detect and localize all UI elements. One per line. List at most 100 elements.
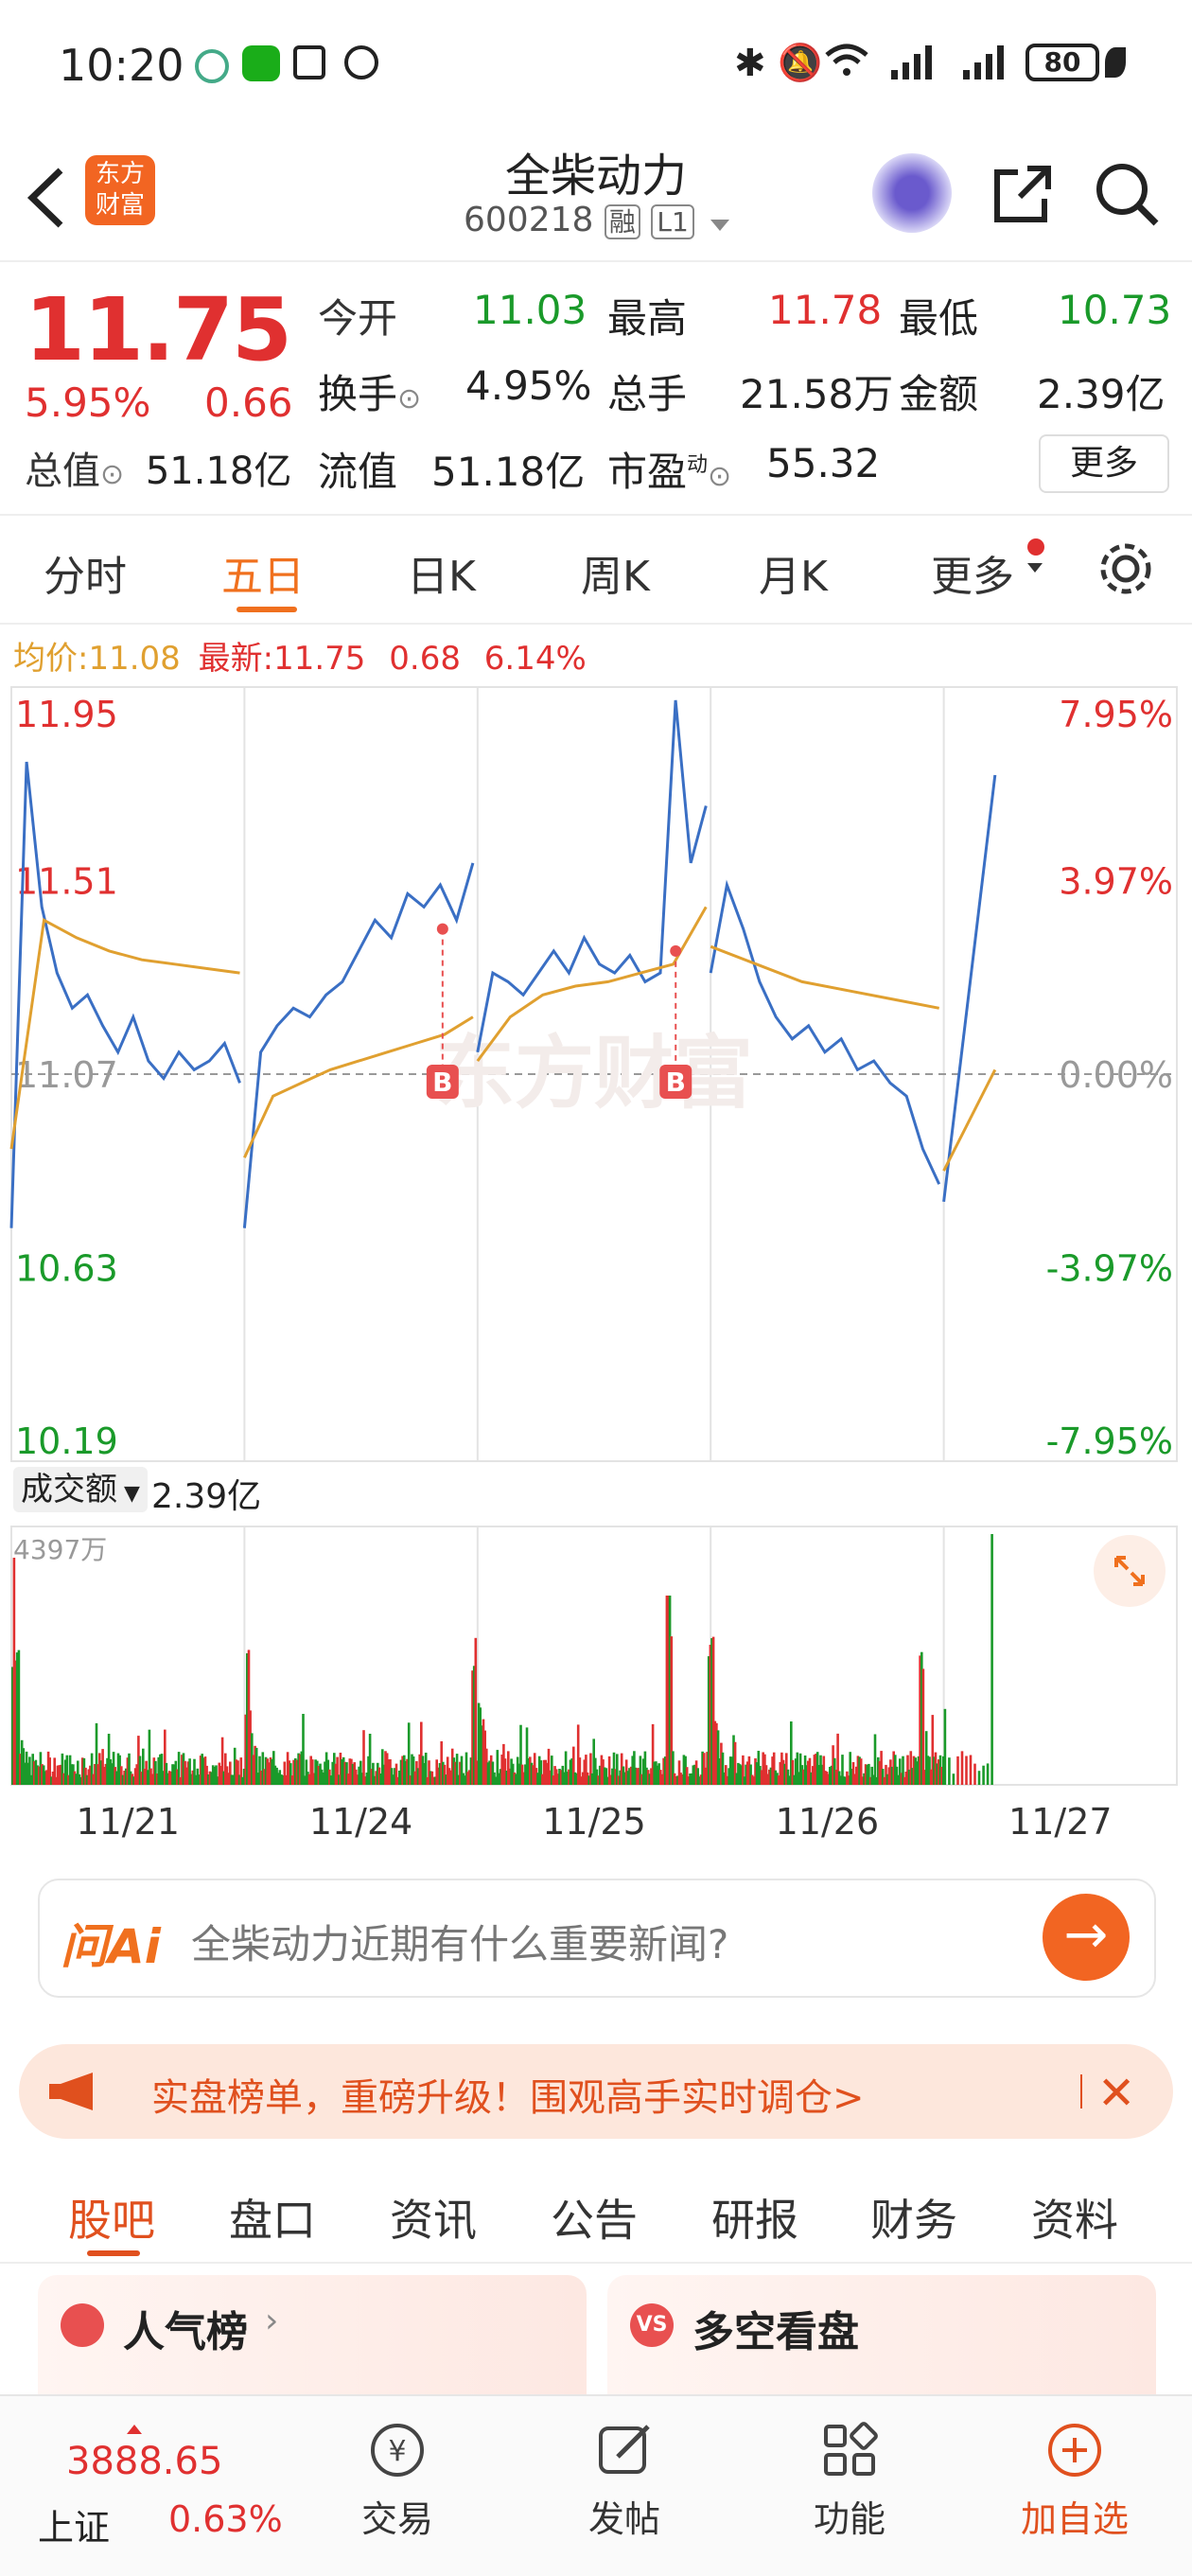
volume-bar [446, 1756, 449, 1785]
add-watchlist-button[interactable]: 加自选 [1008, 2419, 1141, 2542]
volume-bar [116, 1753, 120, 1785]
volume-bar [237, 1774, 241, 1785]
volume-bar [389, 1759, 392, 1785]
tab-monthly-k[interactable]: 月K [759, 553, 828, 601]
status-time: 10:20 [59, 40, 184, 91]
volume-bar [96, 1764, 99, 1785]
banner-text[interactable]: 实盘榜单，重磅升级！围观高手实时调仓> [151, 2076, 865, 2120]
ask-ai-logo: 问Ai [61, 1919, 161, 1974]
margin-tag: 融 [604, 204, 640, 239]
volume-bar [934, 1752, 938, 1785]
volume-bar [232, 1774, 235, 1785]
volume-bar [247, 1650, 251, 1785]
tab-guba[interactable]: 股吧 [68, 2195, 155, 2246]
volume-bar [965, 1756, 968, 1785]
tab-intraday[interactable]: 分时 [44, 553, 127, 601]
tab-order-book[interactable]: 盘口 [229, 2195, 316, 2246]
more-button[interactable]: 更多 [1039, 434, 1169, 493]
tab-more-arrow-icon [1027, 563, 1043, 573]
volume-bar [783, 1763, 786, 1785]
volume-bar [568, 1769, 570, 1785]
volume-bar [873, 1734, 877, 1785]
tab-research[interactable]: 研报 [711, 2195, 798, 2246]
search-icon[interactable] [1092, 159, 1162, 233]
share-icon[interactable] [990, 161, 1056, 231]
promo-banner[interactable]: 实盘榜单，重磅升级！围观高手实时调仓> ✕ [19, 2044, 1173, 2139]
volume-bar [159, 1754, 162, 1785]
volume-bar [798, 1753, 802, 1785]
volume-bar [633, 1751, 636, 1785]
info-dots-icon[interactable]: ⊙ [708, 460, 732, 493]
info-dots-icon[interactable]: ⊙ [100, 458, 125, 491]
volume-bar [489, 1755, 493, 1785]
tab-more[interactable]: 更多 [931, 553, 1014, 601]
volume-bar [26, 1762, 29, 1785]
ask-ai-input[interactable]: 全柴动力近期有什么重要新闻? [191, 1921, 729, 1967]
ask-ai-bar[interactable]: 问Ai 全柴动力近期有什么重要新闻? → [38, 1879, 1156, 1998]
volume-indicator-select[interactable]: 成交额 ▼ [13, 1467, 148, 1512]
volume-bar [917, 1756, 920, 1785]
dropdown-icon[interactable] [710, 220, 730, 231]
eastmoney-logo[interactable]: 东方 财富 [85, 155, 155, 225]
expand-icon[interactable] [1094, 1535, 1166, 1607]
turnover-row: 换手⊙ [318, 362, 421, 420]
volume-bar [222, 1771, 225, 1785]
volume-bar [305, 1759, 308, 1785]
volume-bar [189, 1773, 193, 1785]
volume-bar [157, 1756, 160, 1785]
high-value: 11.78 [768, 287, 883, 333]
tab-news[interactable]: 资讯 [390, 2195, 477, 2246]
back-icon[interactable] [23, 167, 70, 233]
volume-bar [771, 1756, 774, 1785]
volume-bar [777, 1775, 780, 1785]
info-dots-icon[interactable]: ⊙ [397, 382, 422, 415]
volume-bar [59, 1764, 62, 1785]
volume-bar [614, 1769, 617, 1785]
volume-bar [454, 1761, 457, 1785]
volume-bar [587, 1775, 590, 1785]
index-ticker[interactable]: 3888.65 上证 0.63% [28, 2425, 284, 2557]
volume-bar [258, 1756, 261, 1785]
volume-bar [292, 1759, 295, 1785]
volume-bar [938, 1759, 940, 1785]
volume-bar [656, 1765, 659, 1785]
close-icon[interactable]: ✕ [1097, 2067, 1136, 2120]
long-short-card[interactable]: VS 多空看盘 [607, 2275, 1156, 2417]
five-day-chart[interactable]: 均价:11.08 最新:11.75 0.68 6.14% 东方财富 11.95 11… [0, 623, 1192, 1844]
avg-value: 11.08 [88, 640, 181, 678]
volume-bar [667, 1596, 670, 1785]
tab-financials[interactable]: 财务 [870, 2195, 957, 2246]
volume-bar [111, 1763, 114, 1785]
tab-five-day[interactable]: 五日 [221, 553, 305, 601]
volume-bar [73, 1771, 77, 1785]
volume-bar [836, 1733, 839, 1785]
volume-bar [140, 1772, 143, 1785]
robot-avatar-icon[interactable] [872, 153, 952, 233]
tab-announcements[interactable]: 公告 [551, 2195, 638, 2246]
volume-label: 总手 [607, 371, 688, 417]
settings-gear-icon[interactable] [1097, 540, 1154, 601]
volume-bar [716, 1730, 720, 1785]
volume-bar [46, 1751, 50, 1785]
volume-bar [460, 1756, 464, 1785]
volume-bar [909, 1751, 913, 1785]
volume-bar [133, 1768, 137, 1785]
functions-button[interactable]: 功能 [793, 2419, 906, 2542]
post-button[interactable]: 发帖 [568, 2419, 681, 2542]
trade-button[interactable]: ¥ 交易 [341, 2419, 454, 2542]
volume-bar [684, 1756, 687, 1785]
volume-bar [572, 1746, 575, 1785]
ask-ai-send-button[interactable]: → [1043, 1894, 1130, 1981]
tab-weekly-k[interactable]: 周K [581, 553, 650, 601]
volume-bar [360, 1773, 364, 1785]
volume-bar [851, 1762, 855, 1785]
volume-bar [85, 1774, 89, 1785]
tab-daily-k[interactable]: 日K [407, 553, 476, 601]
y-tick-right: -3.97% [1046, 1248, 1173, 1290]
volume-bar [416, 1768, 420, 1785]
tab-profile[interactable]: 资料 [1031, 2195, 1118, 2246]
volume-bar [302, 1714, 305, 1785]
pe-row: 市盈动⊙ [607, 440, 731, 498]
series-line-avg [243, 1015, 474, 1158]
mute-icon: 🔕 [778, 42, 823, 83]
